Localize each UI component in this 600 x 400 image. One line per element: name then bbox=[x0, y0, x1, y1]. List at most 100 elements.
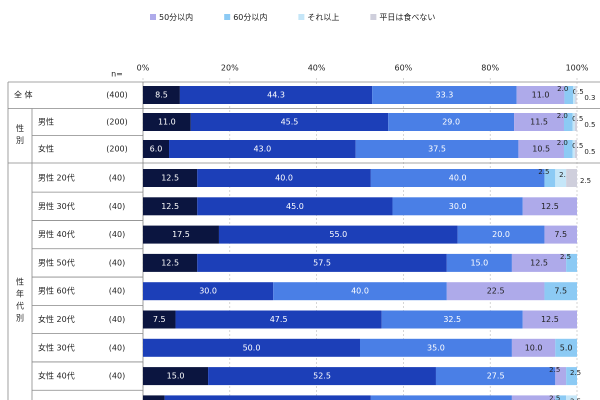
n-label: (40) bbox=[109, 372, 125, 381]
data-label: 35.0 bbox=[427, 343, 445, 352]
data-label: 40.0 bbox=[351, 287, 369, 296]
n-label: (40) bbox=[109, 174, 125, 183]
data-label: 2.0 bbox=[557, 85, 568, 93]
data-label: 2.5 bbox=[538, 168, 549, 176]
row-label: 女性 40代 bbox=[38, 371, 75, 381]
data-label: 0.3 bbox=[584, 94, 595, 102]
data-label: 0.5 bbox=[572, 142, 583, 150]
data-label: 57.5 bbox=[313, 258, 331, 267]
data-label: 8.5 bbox=[155, 91, 168, 100]
data-label: 2.5 bbox=[549, 394, 560, 400]
data-label: 2.5 bbox=[570, 397, 581, 400]
bar-segment bbox=[574, 113, 577, 131]
legend-marker bbox=[150, 14, 156, 20]
row-label: 全 体 bbox=[14, 90, 33, 100]
x-tick-label: 40% bbox=[308, 64, 326, 73]
bar-segment bbox=[518, 140, 564, 158]
bar-segment bbox=[573, 86, 576, 104]
bar-segment bbox=[143, 113, 191, 131]
bar-segment bbox=[522, 197, 577, 216]
row-label: 男性 40代 bbox=[38, 229, 75, 239]
row-label: 女性 20代 bbox=[38, 314, 75, 324]
bar-segment bbox=[566, 169, 577, 187]
x-tick-label: 60% bbox=[395, 64, 413, 73]
x-tick-label: 0% bbox=[137, 64, 150, 73]
bar-segment bbox=[372, 86, 517, 104]
bar-segment bbox=[544, 225, 577, 244]
bar-segment bbox=[143, 197, 198, 216]
bar-segment bbox=[574, 140, 577, 158]
bar-segment bbox=[516, 86, 565, 104]
bar-segment bbox=[555, 367, 567, 386]
legend-label: 60分以内 bbox=[233, 12, 267, 22]
legend-label: それ以上 bbox=[307, 13, 339, 22]
legend-marker bbox=[224, 14, 231, 20]
legend-label: 平日は食べない bbox=[379, 12, 435, 22]
bar-segment bbox=[522, 310, 577, 329]
data-label: 10.0 bbox=[525, 343, 543, 352]
data-label: 15.0 bbox=[470, 258, 488, 267]
bar-segment bbox=[197, 253, 447, 272]
data-label: 45.0 bbox=[286, 202, 304, 211]
bar-segment bbox=[566, 253, 577, 272]
bar-segment bbox=[575, 86, 577, 104]
bar-segment bbox=[143, 367, 209, 386]
data-label: 2.5 bbox=[559, 171, 570, 179]
legend-marker bbox=[370, 14, 377, 20]
data-label: 0.5 bbox=[584, 148, 595, 156]
data-label: 33.3 bbox=[436, 91, 454, 100]
bar-segment bbox=[143, 310, 176, 329]
bar-segment bbox=[169, 140, 356, 158]
row-label: 女性 30代 bbox=[38, 342, 75, 352]
bar-segment bbox=[143, 225, 219, 244]
data-label: 2.5 bbox=[549, 366, 560, 374]
bar-segment bbox=[446, 253, 512, 272]
bar-segment bbox=[360, 338, 512, 357]
bar-segment bbox=[179, 86, 373, 104]
data-label: 12.5 bbox=[541, 202, 559, 211]
data-label: 27.5 bbox=[487, 372, 505, 381]
data-label: 45.5 bbox=[281, 118, 299, 127]
bar-segment bbox=[143, 86, 180, 104]
bar-segment bbox=[143, 169, 198, 187]
bar-segment bbox=[392, 197, 523, 216]
data-label: 7.5 bbox=[554, 230, 567, 239]
row-label: 男性 50代 bbox=[38, 257, 75, 267]
data-label: 44.3 bbox=[267, 91, 285, 100]
bar-segment bbox=[555, 395, 567, 400]
bar-segment bbox=[175, 310, 382, 329]
group-label: 性年代別 bbox=[16, 277, 25, 326]
row-label: 男性 bbox=[38, 117, 54, 127]
data-label: 47.5 bbox=[270, 315, 288, 324]
bar-segment bbox=[143, 253, 198, 272]
group-label: 性別 bbox=[16, 123, 25, 148]
data-label: 15.0 bbox=[167, 372, 185, 381]
n-header: n= bbox=[111, 70, 123, 79]
x-tick-label: 100% bbox=[566, 64, 589, 73]
data-label: 2.5 bbox=[570, 369, 581, 377]
data-label: 43.0 bbox=[253, 145, 271, 154]
bar-segment bbox=[208, 367, 436, 386]
bar-segment bbox=[514, 113, 564, 131]
data-label: 12.5 bbox=[161, 202, 179, 211]
bar-segment bbox=[370, 169, 545, 187]
row-label: 男性 30代 bbox=[38, 201, 75, 211]
data-label: 11.0 bbox=[532, 91, 550, 100]
n-label: (40) bbox=[109, 258, 125, 267]
bar-segment bbox=[143, 282, 274, 301]
bar-segment bbox=[273, 282, 447, 301]
bar-segment bbox=[511, 338, 556, 357]
x-tick-label: 80% bbox=[481, 64, 499, 73]
data-label: 7.5 bbox=[153, 315, 166, 324]
data-label: 50.0 bbox=[243, 343, 261, 352]
bar-segment bbox=[218, 225, 458, 244]
data-label: 12.5 bbox=[530, 258, 548, 267]
data-label: 12.5 bbox=[541, 315, 559, 324]
bar-segment bbox=[446, 282, 545, 301]
data-label: 55.0 bbox=[329, 230, 347, 239]
bar-segment bbox=[457, 225, 545, 244]
data-label: 11.0 bbox=[158, 118, 176, 127]
bar-segment bbox=[197, 169, 371, 187]
data-label: 7.5 bbox=[554, 287, 567, 296]
